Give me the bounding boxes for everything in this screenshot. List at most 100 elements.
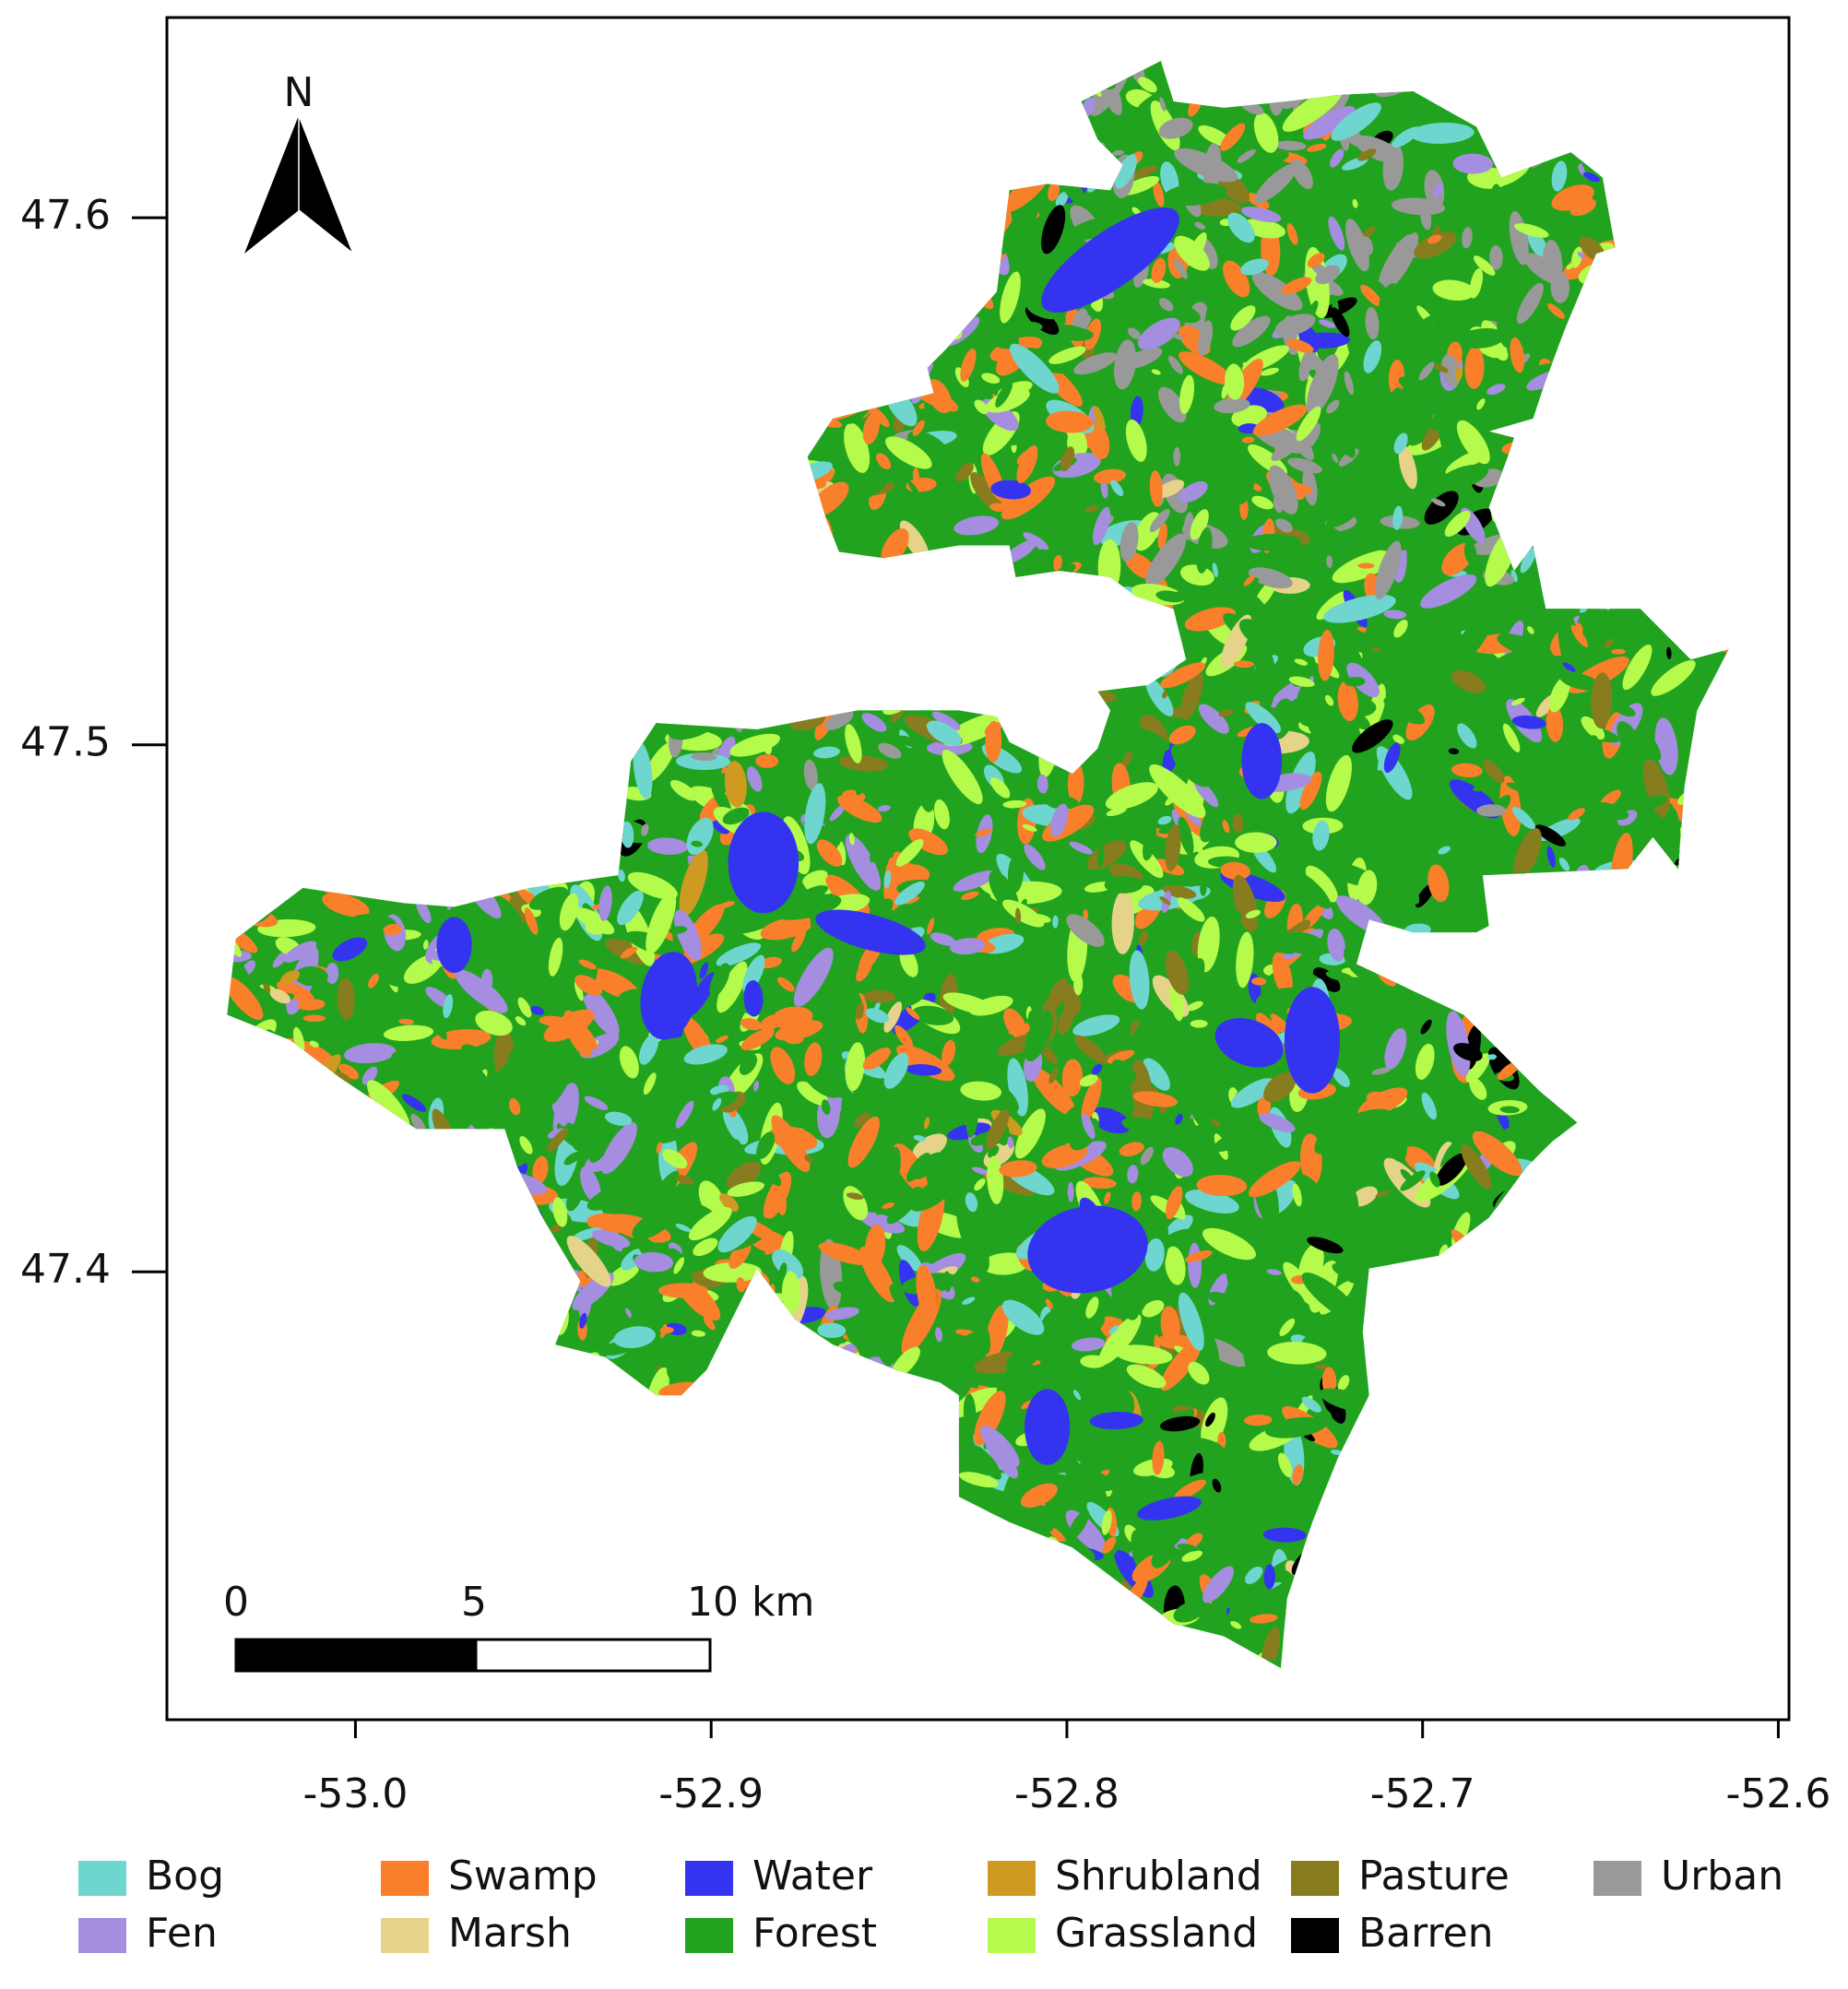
land-patch (1605, 175, 1635, 197)
land-patch (1652, 1215, 1670, 1227)
land-patch (762, 290, 784, 316)
land-patch (1693, 1198, 1715, 1237)
land-patch (1500, 1626, 1519, 1651)
land-patch (507, 411, 527, 464)
land-patch (824, 366, 842, 375)
land-patch (427, 453, 456, 501)
land-patch (1531, 1366, 1548, 1389)
land-patch (305, 1197, 324, 1232)
land-patch (1560, 908, 1572, 922)
land-patch (1539, 72, 1561, 104)
land-patch (1372, 1393, 1409, 1428)
land-patch (1457, 64, 1497, 109)
land-patch (801, 1437, 820, 1449)
land-patch (617, 282, 623, 296)
land-patch (493, 480, 518, 494)
land-patch (340, 610, 356, 634)
land-patch (472, 1217, 483, 1225)
land-patch (232, 92, 261, 147)
land-patch (950, 1618, 965, 1630)
land-patch (1635, 1238, 1651, 1266)
land-patch (1433, 1372, 1449, 1381)
land-patch (886, 946, 916, 996)
land-patch (448, 1475, 482, 1505)
land-patch (1709, 708, 1729, 740)
land-patch (443, 817, 473, 832)
land-patch (1707, 1228, 1729, 1246)
land-patch (1490, 1568, 1513, 1583)
land-patch (430, 772, 470, 805)
land-patch (606, 246, 648, 298)
land-patch (876, 453, 892, 470)
land-patch (1621, 508, 1661, 527)
land-patch (753, 1080, 759, 1092)
land-patch (1131, 165, 1157, 179)
land-patch (910, 1594, 924, 1618)
land-patch (491, 1552, 511, 1563)
land-patch (1393, 1327, 1423, 1350)
land-patch (1623, 542, 1635, 548)
land-patch (532, 1348, 559, 1391)
land-patch (995, 550, 1006, 574)
land-patch (318, 1078, 335, 1089)
land-patch (852, 1380, 906, 1398)
land-patch (1092, 142, 1105, 159)
land-patch (464, 628, 486, 693)
land-patch (522, 160, 540, 202)
land-patch (318, 1328, 358, 1344)
land-patch (470, 1413, 509, 1431)
land-patch (1418, 361, 1435, 381)
land-patch (623, 208, 694, 232)
land-patch (1623, 118, 1642, 149)
land-patch (1690, 792, 1712, 811)
land-patch (1639, 1471, 1653, 1504)
land-patch (1611, 648, 1626, 655)
land-patch (809, 1484, 847, 1509)
land-patch (658, 429, 695, 463)
land-patch (1312, 1586, 1356, 1608)
land-patch (245, 378, 295, 405)
land-patch (497, 95, 523, 118)
land-patch (516, 823, 556, 847)
land-patch (362, 826, 385, 862)
land-patch (804, 1356, 811, 1376)
land-patch (1699, 740, 1707, 749)
north-arrow-right (298, 114, 355, 256)
land-patch (361, 1066, 378, 1085)
land-patch (258, 1439, 302, 1491)
land-patch (385, 88, 397, 106)
land-patch (269, 274, 278, 296)
land-patch (862, 92, 890, 112)
land-patch (274, 1520, 301, 1568)
land-patch (1707, 1569, 1729, 1589)
land-patch (583, 1384, 589, 1402)
land-patch (387, 333, 421, 352)
land-patch (511, 404, 521, 422)
land-patch (1706, 395, 1719, 425)
land-patch (1405, 1610, 1412, 1621)
land-patch (1698, 821, 1722, 875)
land-patch (1504, 976, 1521, 987)
land-patch (227, 337, 243, 373)
land-patch (535, 1450, 579, 1474)
land-patch (828, 326, 840, 337)
land-patch (687, 260, 695, 277)
land-patch (326, 73, 345, 86)
land-patch (269, 1548, 287, 1574)
land-patch (1632, 486, 1681, 513)
land-patch (612, 215, 634, 261)
scale-label: 5 (461, 1579, 487, 1626)
land-patch (569, 560, 608, 587)
land-patch (683, 325, 694, 343)
land-patch (700, 502, 721, 530)
land-patch (1546, 434, 1584, 460)
land-patch (309, 1468, 331, 1498)
land-patch (1664, 329, 1686, 340)
land-patch (619, 632, 630, 655)
land-patch (1133, 1638, 1142, 1651)
land-patch (480, 1490, 492, 1508)
land-patch (278, 353, 314, 369)
land-patch (1449, 1479, 1484, 1538)
land-patch (1240, 207, 1282, 223)
land-patch (482, 1361, 507, 1410)
